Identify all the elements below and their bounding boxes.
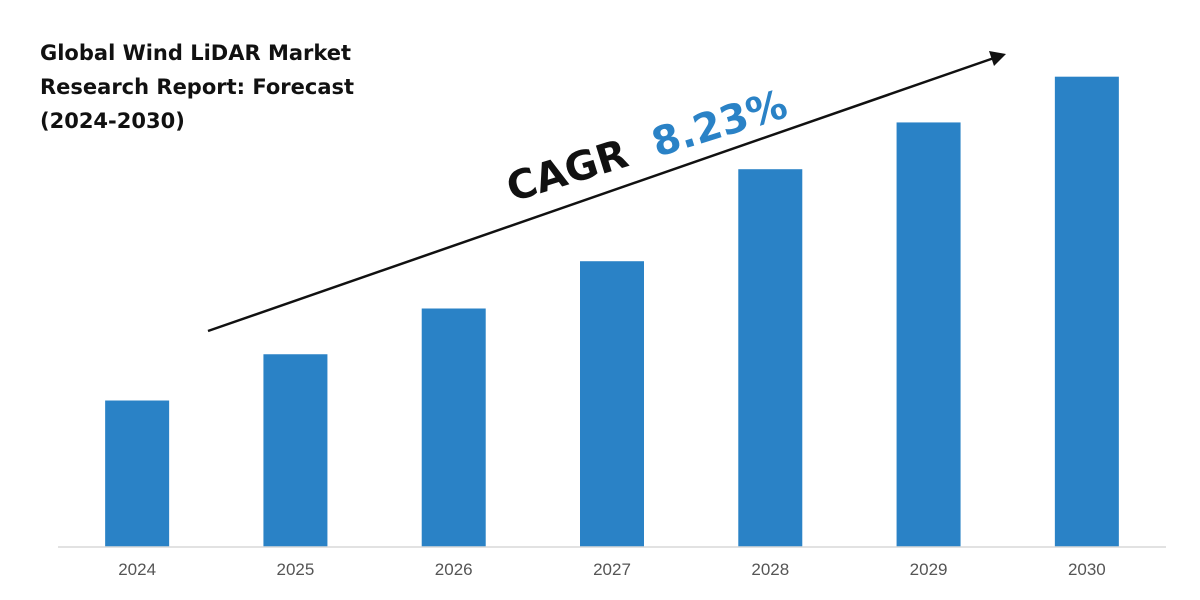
x-tick-label: 2028 bbox=[751, 560, 789, 579]
x-tick-label: 2027 bbox=[593, 560, 631, 579]
x-tick-label: 2030 bbox=[1068, 560, 1106, 579]
bar-2025 bbox=[263, 354, 328, 547]
cagr-trend-arrow bbox=[207, 51, 1006, 333]
bar-2024 bbox=[105, 400, 170, 547]
bar-2027 bbox=[580, 261, 644, 547]
cagr-label: CAGR bbox=[501, 131, 633, 212]
trend-arrowhead bbox=[989, 51, 1006, 66]
x-tick-label: 2029 bbox=[910, 560, 948, 579]
x-tick-label: 2024 bbox=[118, 560, 156, 579]
bar-2028 bbox=[738, 169, 803, 547]
bars-group bbox=[105, 76, 1119, 547]
x-tick-label: 2026 bbox=[435, 560, 473, 579]
bar-2029 bbox=[896, 122, 961, 547]
bar-2026 bbox=[421, 308, 486, 547]
x-tick-labels: 2024 2025 2026 2027 2028 2029 2030 bbox=[118, 560, 1106, 579]
trend-arrow-line bbox=[207, 56, 995, 333]
x-tick-label: 2025 bbox=[277, 560, 315, 579]
bar-2030 bbox=[1054, 76, 1119, 547]
chart-title: Global Wind LiDAR Market Research Report… bbox=[40, 41, 355, 133]
